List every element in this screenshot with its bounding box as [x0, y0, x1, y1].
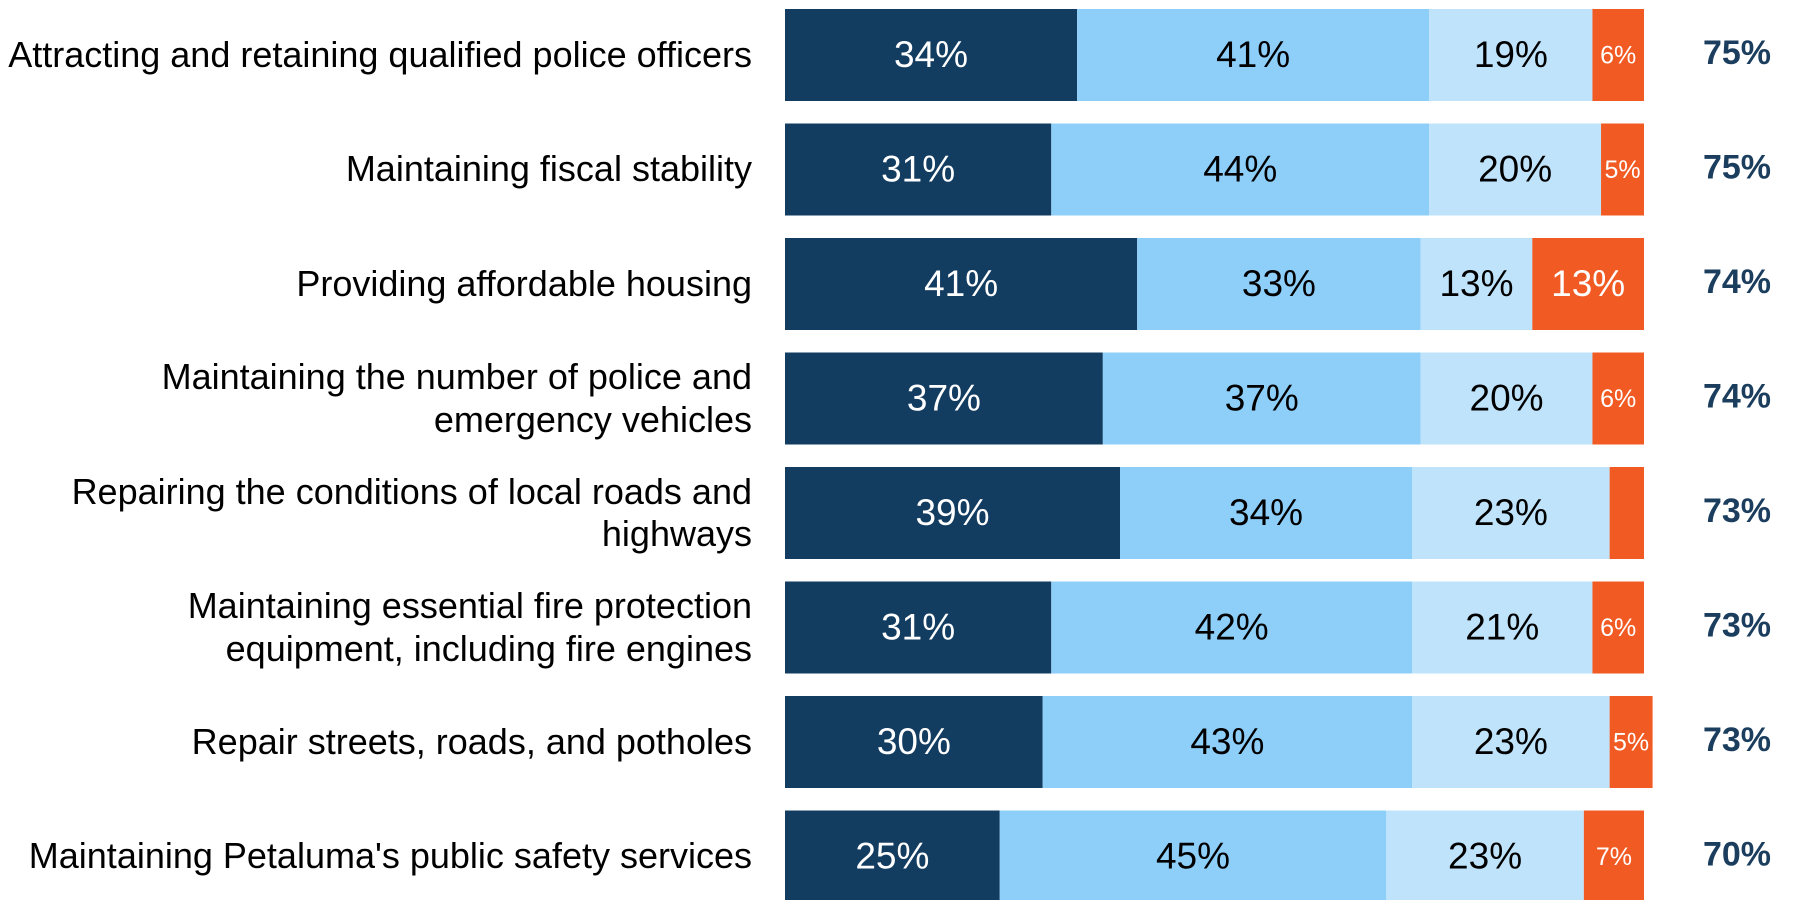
bar-segment: [1583, 810, 1644, 900]
category-label: Maintaining the number of police and eme…: [161, 356, 752, 440]
bar-segment: [785, 467, 1121, 559]
value-label: 23%: [1448, 835, 1522, 876]
total-label: 73%: [1703, 721, 1771, 759]
bar-segment: [785, 9, 1078, 101]
bar-segment: [1429, 9, 1593, 101]
bar-segment: [1386, 810, 1584, 900]
bar-segment: [1420, 238, 1533, 330]
value-label: 41%: [1216, 34, 1290, 75]
bar-segment: [1592, 581, 1644, 674]
bar-segment: [785, 352, 1103, 445]
value-label: 44%: [1203, 148, 1277, 189]
bar-segment: [785, 581, 1052, 674]
total-label: 74%: [1703, 377, 1771, 415]
bar-segment: [1420, 352, 1593, 445]
value-label: 20%: [1470, 377, 1544, 418]
category-label: Maintaining fiscal stability: [345, 148, 752, 190]
value-label: 39%: [915, 492, 989, 533]
value-label: 43%: [1190, 721, 1264, 762]
category-label: Maintaining essential fire protection eq…: [187, 585, 752, 669]
bar-segment: [1592, 9, 1644, 101]
bar-segment: [999, 810, 1387, 900]
value-label: 31%: [881, 606, 955, 647]
bar-segment: [1412, 696, 1610, 788]
value-label: 6%: [1600, 385, 1636, 413]
bar-segment: [1412, 581, 1593, 674]
value-label: 13%: [1551, 263, 1625, 304]
bar-segment: [1051, 581, 1413, 674]
total-label: 73%: [1703, 606, 1771, 644]
value-label: 34%: [894, 34, 968, 75]
value-label: 37%: [907, 377, 981, 418]
value-label: 19%: [1474, 34, 1548, 75]
bar-segment: [1532, 238, 1644, 330]
value-label: 30%: [877, 721, 951, 762]
value-label: 21%: [1465, 606, 1539, 647]
value-label: 20%: [1478, 148, 1552, 189]
total-label: 70%: [1703, 835, 1771, 873]
value-label: 25%: [855, 835, 929, 876]
value-label: 41%: [924, 263, 998, 304]
value-label: 7%: [1596, 843, 1632, 871]
value-label: 33%: [1242, 263, 1316, 304]
bar-segment: [1609, 467, 1644, 559]
bar-segment: [785, 810, 1000, 900]
bar-segment: [1137, 238, 1421, 330]
value-label: 6%: [1600, 42, 1636, 70]
category-label: Repairing the conditions of local roads …: [71, 470, 752, 554]
bar-segment: [1429, 123, 1602, 216]
value-label: 42%: [1195, 606, 1269, 647]
bar-segment: [1592, 352, 1644, 445]
value-label: 34%: [1229, 492, 1303, 533]
value-label: 5%: [1613, 729, 1649, 757]
total-label: 74%: [1703, 263, 1771, 301]
bar-segment: [1609, 696, 1653, 788]
category-label: Attracting and retaining qualified polic…: [8, 33, 752, 75]
value-label: 13%: [1439, 263, 1513, 304]
bar-segment: [1601, 123, 1644, 216]
total-label: 75%: [1703, 148, 1771, 186]
value-label: 5%: [1604, 156, 1640, 184]
bar-segment: [785, 238, 1138, 330]
category-label: Repair streets, roads, and potholes: [191, 720, 752, 762]
bar-segment: [1077, 9, 1430, 101]
value-label: 23%: [1474, 721, 1548, 762]
bar-segment: [1412, 467, 1610, 559]
value-label: 37%: [1225, 377, 1299, 418]
value-label: 31%: [881, 148, 955, 189]
category-label: Maintaining Petaluma's public safety ser…: [28, 835, 752, 877]
category-label: Providing affordable housing: [296, 262, 752, 304]
value-label: 23%: [1474, 492, 1548, 533]
bar-segment: [1120, 467, 1413, 559]
total-label: 75%: [1703, 34, 1771, 72]
bar-segment: [785, 696, 1043, 788]
bar-segment: [785, 123, 1052, 216]
bar-segment: [1102, 352, 1421, 445]
bar-segment: [1042, 696, 1413, 788]
total-label: 73%: [1703, 492, 1771, 530]
value-label: 45%: [1156, 835, 1230, 876]
bar-segment: [1051, 123, 1430, 216]
value-label: 6%: [1600, 614, 1636, 642]
